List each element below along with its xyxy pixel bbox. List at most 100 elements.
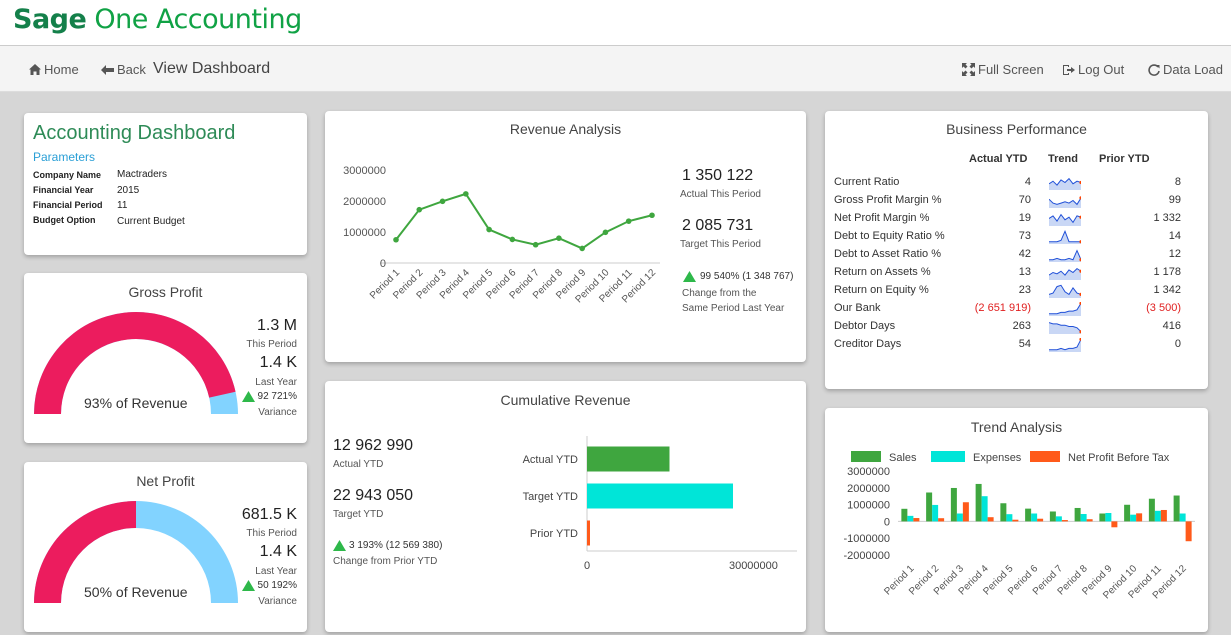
- metric-name: Current Ratio: [834, 176, 900, 188]
- np-last-year-value: 1.4 K: [259, 543, 297, 560]
- bar-target-ytd: [587, 483, 734, 509]
- trend-analysis-title: Trend Analysis: [970, 419, 1063, 435]
- metric-name: Debt to Asset Ratio %: [834, 248, 941, 260]
- revenue-point: [579, 245, 585, 252]
- business-row: Return on Assets % 13 1 178: [825, 266, 1208, 284]
- bar-net-profit-before-tax: [1012, 519, 1019, 522]
- brand-header: Sage One Accounting: [0, 0, 1231, 46]
- metric-actual-ytd: 42: [1018, 248, 1031, 260]
- y-tick-label: 2000000: [343, 196, 386, 208]
- net-profit-gauge: [34, 501, 238, 603]
- cumulative-actual-label: Actual YTD: [333, 459, 384, 470]
- bar-expenses: [907, 515, 914, 522]
- revenue-analysis-card: Revenue Analysis 3000000 2000000 1000000 0 P…: [325, 111, 806, 362]
- trend-sparkline: [1049, 177, 1081, 190]
- y-tick-label: Target YTD: [523, 491, 578, 503]
- parameters-link[interactable]: Parameters: [33, 150, 96, 164]
- bar-sales: [1049, 511, 1056, 522]
- metric-name: Return on Equity %: [834, 284, 929, 296]
- net-profit-title: Net Profit: [136, 473, 195, 489]
- gp-variance: 92 721%: [241, 391, 297, 402]
- business-row: Debt to Equity Ratio % 73 14: [825, 230, 1208, 248]
- data-load-button[interactable]: Data Load: [1148, 62, 1223, 77]
- cumulative-change-label: Change from Prior YTD: [333, 556, 438, 567]
- home-button[interactable]: Home: [29, 62, 79, 77]
- metric-name: Debtor Days: [834, 320, 896, 332]
- metric-name: Return on Assets %: [834, 266, 931, 278]
- sparkline-line: [1049, 213, 1081, 224]
- business-row: Debtor Days 263 416: [825, 320, 1208, 338]
- logout-icon: [1063, 64, 1075, 75]
- np-last-year-label: Last Year: [255, 566, 297, 577]
- metric-actual-ytd: (2 651 919): [974, 302, 1031, 314]
- metric-actual-ytd: 263: [1012, 320, 1031, 332]
- revenue-actual-label: Actual This Period: [680, 189, 761, 200]
- sparkline-endpoint: [1079, 338, 1081, 341]
- gross-profit-card: Gross Profit 93% of Revenue 1.3 M This P…: [24, 273, 307, 443]
- bar-sales: [1173, 495, 1180, 522]
- bar-sales: [950, 487, 957, 522]
- business-row: Debt to Asset Ratio % 42 12: [825, 248, 1208, 266]
- metric-name: Creditor Days: [834, 338, 902, 350]
- business-row: Net Profit Margin % 19 1 332: [825, 212, 1208, 230]
- bar-expenses: [1154, 510, 1161, 522]
- sparkline-line: [1049, 177, 1081, 186]
- revenue-point: [463, 191, 469, 197]
- trend-sparkline: [1049, 302, 1081, 316]
- sparkline-endpoint: [1079, 215, 1081, 219]
- bar-net-profit-before-tax: [1136, 513, 1143, 522]
- metric-actual-ytd: 4: [1024, 176, 1031, 188]
- sparkline-area: [1049, 197, 1081, 208]
- bar-expenses: [1055, 516, 1062, 522]
- business-performance-title: Business Performance: [946, 121, 1087, 137]
- dashboard-title: Accounting Dashboard: [33, 122, 236, 144]
- gross-profit-gauge: [34, 312, 238, 414]
- sparkline-area: [1049, 250, 1081, 262]
- business-row: Creditor Days 54 0: [825, 338, 1208, 356]
- bar-sales: [1124, 504, 1131, 522]
- legend-swatch: [851, 451, 881, 462]
- revenue-point: [416, 206, 423, 213]
- sparkline-area: [1049, 303, 1081, 316]
- sparkline-endpoint: [1079, 269, 1081, 273]
- metric-actual-ytd: 23: [1018, 284, 1031, 296]
- metric-prior-ytd: 14: [1168, 230, 1181, 242]
- bar-net-profit-before-tax: [913, 518, 920, 522]
- bar-expenses: [981, 496, 988, 522]
- logout-button[interactable]: Log Out: [1062, 62, 1124, 77]
- business-row: Gross Profit Margin % 70 99: [825, 194, 1208, 212]
- metric-actual-ytd: 73: [1018, 230, 1031, 242]
- bar-actual-ytd: [587, 446, 670, 472]
- bar-net-profit-before-tax: [962, 502, 969, 522]
- revenue-point: [486, 226, 492, 233]
- header-prior-ytd: Prior YTD: [1099, 153, 1150, 165]
- sparkline-area: [1049, 231, 1081, 244]
- np-this-period-label: This Period: [246, 528, 297, 539]
- y-tick-label: 3000000: [343, 165, 386, 177]
- revenue-change-label-2: Same Period Last Year: [682, 303, 785, 314]
- revenue-change: 99 540% (1 348 767): [683, 271, 793, 282]
- bar-expenses: [1130, 514, 1137, 522]
- cumulative-revenue-card: Cumulative Revenue 12 962 990 Actual YTD…: [325, 381, 806, 632]
- revenue-point: [439, 198, 446, 205]
- sparkline-line: [1049, 322, 1081, 333]
- metric-actual-ytd: 19: [1018, 212, 1031, 224]
- sparkline-endpoint: [1079, 240, 1081, 244]
- revenue-change-label-1: Change from the: [682, 288, 757, 299]
- bar-net-profit-before-tax: [1061, 520, 1068, 522]
- back-button[interactable]: Back: [101, 62, 146, 77]
- cumulative-actual-value: 12 962 990: [333, 437, 414, 454]
- bar-sales: [926, 492, 933, 522]
- bar-sales: [901, 508, 908, 522]
- legend-label: Sales: [889, 452, 917, 464]
- cumulative-revenue-title: Cumulative Revenue: [500, 392, 631, 408]
- revenue-actual-value: 1 350 122: [682, 167, 754, 184]
- net-profit-gauge-label: 50% of Revenue: [84, 584, 188, 600]
- bar-sales: [1148, 498, 1155, 522]
- fullscreen-icon: [962, 63, 975, 76]
- trend-sparkline: [1049, 213, 1081, 226]
- trend-sparkline: [1049, 338, 1081, 352]
- metric-prior-ytd: (3 500): [1146, 302, 1181, 314]
- fullscreen-button[interactable]: Full Screen: [962, 62, 1044, 77]
